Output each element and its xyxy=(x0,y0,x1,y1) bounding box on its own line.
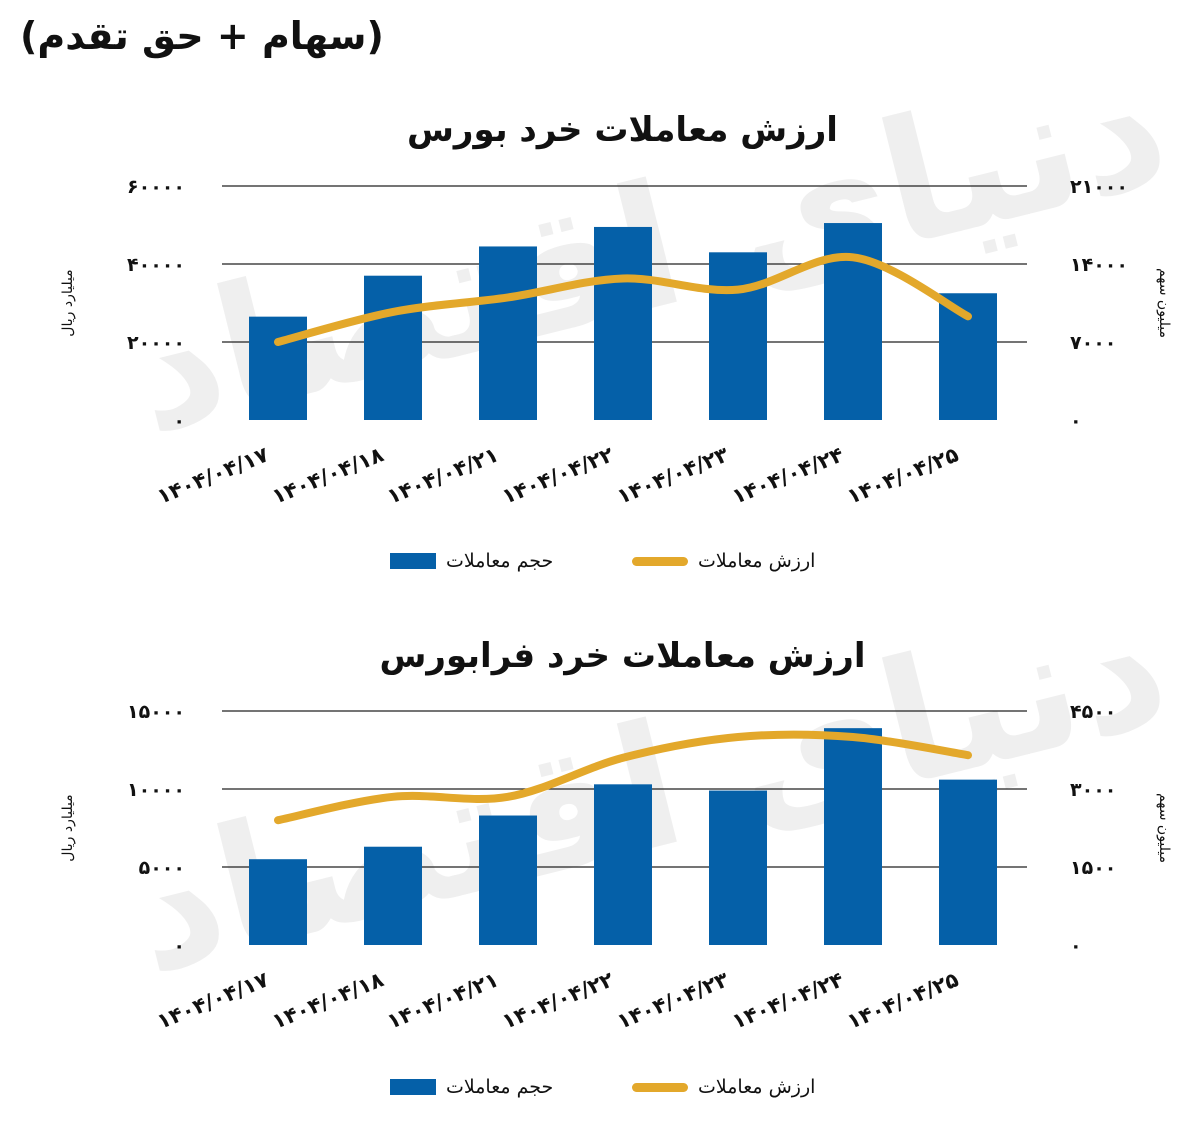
right-tick-label: ۰ xyxy=(1070,935,1082,957)
category-label: ۱۴۰۴/۰۴/۱۸ xyxy=(269,442,387,508)
category-label: ۱۴۰۴/۰۴/۲۲ xyxy=(499,442,617,508)
legend-label-volume: حجم معاملات xyxy=(446,550,554,572)
right-tick-label: ۲۱۰۰۰ xyxy=(1070,176,1128,198)
left-tick-label: ۵۰۰۰ xyxy=(139,857,185,879)
legend-farabourse: حجم معاملات ارزش معاملات xyxy=(0,1076,1200,1106)
category-label: ۱۴۰۴/۰۴/۲۵ xyxy=(844,967,962,1033)
right-axis-label: میلیون سهم xyxy=(1156,793,1172,863)
bar xyxy=(709,790,767,945)
chart-farabourse: ۰ ۵۰۰۰ ۱۰۰۰۰ ۱۵۰۰۰ ۰ ۱۵۰۰ ۳۰۰۰ ۴۵۰۰ میلیارد ریال… xyxy=(60,701,1172,1034)
legend-swatch-line xyxy=(632,1082,688,1092)
series-line xyxy=(274,730,972,825)
right-tick-label: ۰ xyxy=(1070,410,1082,432)
page-heading: (سهام + حق تقدم) xyxy=(20,14,384,58)
right-tick-label: ۷۰۰۰ xyxy=(1070,332,1116,354)
legend-label-value: ارزش معاملات xyxy=(698,550,816,572)
legend-item-value: ارزش معاملات xyxy=(632,1076,815,1098)
bar xyxy=(364,275,422,420)
category-label: ۱۴۰۴/۰۴/۱۷ xyxy=(154,442,272,508)
legend-bourse: حجم معاملات ارزش معاملات xyxy=(0,550,1200,580)
category-label: ۱۴۰۴/۰۴/۲۴ xyxy=(729,442,847,508)
left-tick-label: ۱۰۰۰۰ xyxy=(127,779,185,801)
category-label: ۱۴۰۴/۰۴/۲۴ xyxy=(729,967,847,1033)
category-label: ۱۴۰۴/۰۴/۲۳ xyxy=(614,442,732,508)
bar xyxy=(249,859,307,945)
legend-item-volume: حجم معاملات xyxy=(390,550,553,572)
bar xyxy=(594,784,652,945)
category-label: ۱۴۰۴/۰۴/۲۵ xyxy=(844,442,962,508)
legend-item-value: ارزش معاملات xyxy=(632,550,815,572)
legend-label-value: ارزش معاملات xyxy=(698,1076,816,1098)
bar xyxy=(594,226,652,420)
category-label: ۱۴۰۴/۰۴/۱۷ xyxy=(154,967,272,1033)
category-label: ۱۴۰۴/۰۴/۱۸ xyxy=(269,967,387,1033)
chart-bourse: ۰ ۲۰۰۰۰ ۴۰۰۰۰ ۶۰۰۰۰ ۰ ۷۰۰۰ ۱۴۰۰۰ ۲۱۰۰۰ میلیارد ر… xyxy=(60,176,1172,509)
legend-label-volume: حجم معاملات xyxy=(446,1076,554,1098)
chart-title-farabourse: ارزش معاملات خرد فرابورس xyxy=(379,636,866,676)
legend-swatch-line xyxy=(632,556,688,566)
left-axis-label: میلیارد ریال xyxy=(60,794,76,861)
bar xyxy=(479,815,537,945)
left-tick-label: ۱۵۰۰۰ xyxy=(127,701,185,723)
legend-swatch-bar xyxy=(390,553,436,569)
left-tick-label: ۴۰۰۰۰ xyxy=(127,254,185,276)
legend-item-volume: حجم معاملات xyxy=(390,1076,553,1098)
chart-title-bourse: ارزش معاملات خرد بورس xyxy=(407,110,838,150)
bar xyxy=(939,779,997,945)
bar xyxy=(709,252,767,420)
bar xyxy=(824,728,882,945)
right-tick-label: ۱۴۰۰۰ xyxy=(1070,254,1128,276)
right-tick-label: ۴۵۰۰ xyxy=(1070,701,1116,723)
left-tick-label: ۰ xyxy=(173,410,185,432)
left-tick-label: ۰ xyxy=(173,935,185,957)
category-label: ۱۴۰۴/۰۴/۲۲ xyxy=(499,967,617,1033)
right-tick-label: ۱۵۰۰ xyxy=(1070,857,1116,879)
category-label: ۱۴۰۴/۰۴/۲۱ xyxy=(384,967,502,1033)
bar xyxy=(479,246,537,420)
legend-swatch-bar xyxy=(390,1079,436,1095)
bar xyxy=(249,316,307,420)
left-axis-label: میلیارد ریال xyxy=(60,269,76,336)
left-tick-label: ۲۰۰۰۰ xyxy=(127,332,185,354)
category-label: ۱۴۰۴/۰۴/۲۳ xyxy=(614,967,732,1033)
right-axis-label: میلیون سهم xyxy=(1156,268,1172,338)
bar xyxy=(364,846,422,945)
left-tick-label: ۶۰۰۰۰ xyxy=(127,176,185,198)
right-tick-label: ۳۰۰۰ xyxy=(1070,779,1116,801)
series-line xyxy=(274,252,972,346)
category-label: ۱۴۰۴/۰۴/۲۱ xyxy=(384,442,502,508)
bar xyxy=(824,223,882,420)
